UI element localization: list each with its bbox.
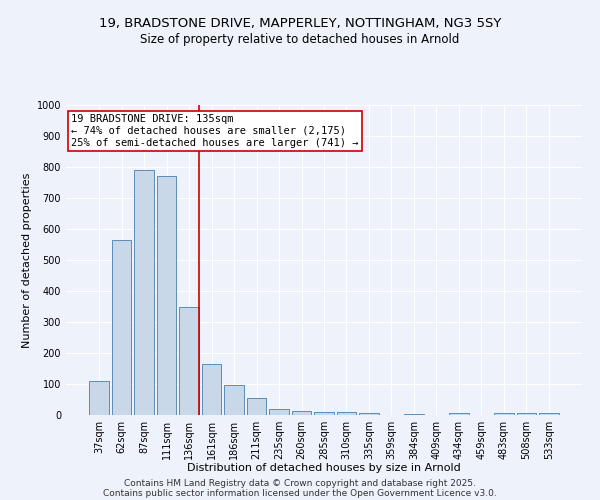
Bar [134, 170, 154, 415]
Bar [337, 412, 356, 415]
Bar [449, 412, 469, 415]
Bar [247, 398, 266, 415]
Y-axis label: Number of detached properties: Number of detached properties [22, 172, 32, 348]
Bar [112, 240, 131, 415]
X-axis label: Distribution of detached houses by size in Arnold: Distribution of detached houses by size … [187, 464, 461, 473]
Text: Contains HM Land Registry data © Crown copyright and database right 2025.: Contains HM Land Registry data © Crown c… [124, 478, 476, 488]
Bar [157, 176, 176, 415]
Bar [202, 364, 221, 415]
Bar [269, 410, 289, 415]
Bar [539, 414, 559, 415]
Text: Contains public sector information licensed under the Open Government Licence v3: Contains public sector information licen… [103, 488, 497, 498]
Bar [517, 414, 536, 415]
Bar [314, 412, 334, 415]
Text: 19, BRADSTONE DRIVE, MAPPERLEY, NOTTINGHAM, NG3 5SY: 19, BRADSTONE DRIVE, MAPPERLEY, NOTTINGH… [99, 18, 501, 30]
Bar [404, 414, 424, 415]
Text: 19 BRADSTONE DRIVE: 135sqm
← 74% of detached houses are smaller (2,175)
25% of s: 19 BRADSTONE DRIVE: 135sqm ← 74% of deta… [71, 114, 359, 148]
Text: Size of property relative to detached houses in Arnold: Size of property relative to detached ho… [140, 32, 460, 46]
Bar [224, 385, 244, 415]
Bar [359, 412, 379, 415]
Bar [292, 412, 311, 415]
Bar [89, 381, 109, 415]
Bar [494, 414, 514, 415]
Bar [179, 306, 199, 415]
